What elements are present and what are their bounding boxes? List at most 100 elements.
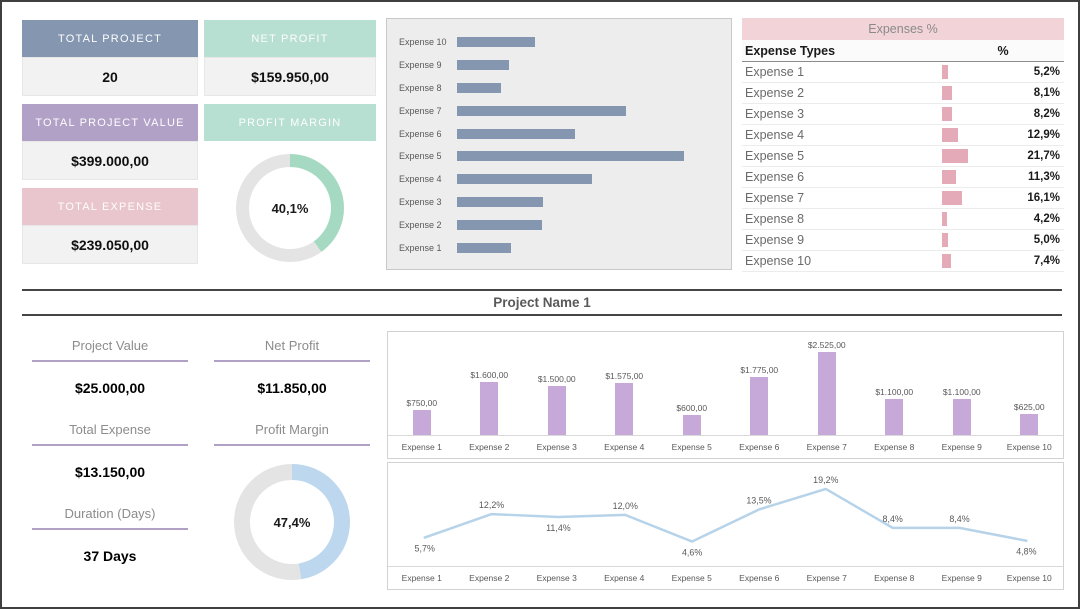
expense-pct-cell: 11,3%	[942, 167, 1064, 187]
hbar-track	[457, 242, 719, 253]
vbar-category-label: Expense 7	[806, 442, 847, 452]
line-category-label: Expense 6	[739, 573, 780, 583]
expense-pct-cell: 5,2%	[942, 62, 1064, 82]
line-value-label: 4,6%	[682, 547, 702, 557]
expense-percentage-line	[423, 487, 1028, 543]
hbar-bar	[457, 174, 593, 185]
vbar-category-label: Expense 2	[469, 442, 510, 452]
expense-name: Expense 8	[745, 212, 805, 226]
hbar-category-label: Expense 5	[399, 151, 442, 162]
total-expense-header: TOTAL EXPENSE	[22, 188, 198, 225]
net-profit-header: NET PROFIT	[204, 20, 376, 57]
line-category-label: Expense 4	[604, 573, 645, 583]
line-value-label: 11,4%	[546, 523, 571, 533]
hbar-category-label: Expense 1	[399, 242, 442, 253]
hbar-category-label: Expense 4	[399, 174, 442, 185]
vbar-value-label: $1.500,00	[537, 374, 576, 384]
hbar-row: Expense 1	[399, 239, 719, 257]
line-value-label: 12,2%	[479, 500, 504, 510]
hbar-row: Expense 3	[399, 193, 719, 211]
line-value-label: 12,0%	[613, 501, 638, 511]
expense-table-row: Expense 4 12,9%	[742, 125, 1064, 146]
line-category-label: Expense 3	[536, 573, 577, 583]
project-kpi-column-2: Net Profit $11.850,00 Profit Margin 47,4…	[214, 338, 370, 580]
vbar-slot: $1.100,00	[861, 332, 929, 435]
project-profit-margin-donut-value: 47,4%	[250, 480, 334, 564]
hbar-track	[457, 82, 719, 93]
expense-pct-cell: 12,9%	[942, 125, 1064, 145]
expense-databar	[942, 107, 952, 121]
vbar-bar	[952, 399, 971, 435]
hbar-category-label: Expense 9	[399, 59, 442, 70]
profit-margin-header: PROFIT MARGIN	[204, 104, 376, 141]
line-value-label: 13,5%	[746, 496, 771, 506]
expense-name: Expense 10	[745, 254, 812, 268]
vbar-bar	[412, 410, 431, 435]
expense-pct-value: 8,1%	[1033, 87, 1060, 99]
vbar-category-label: Expense 6	[739, 442, 780, 452]
hbar-bar	[457, 242, 512, 253]
vbar-slot: $625,00	[996, 332, 1064, 435]
vbar-value-label: $2.525,00	[807, 340, 846, 350]
vbar-value-label: $625,00	[1013, 402, 1045, 412]
expense-name: Expense 4	[745, 128, 805, 142]
total-project-value: 20	[22, 57, 198, 96]
vbar-bar	[885, 399, 904, 435]
project-expenses-line-chart: 5,7% 12,2% 11,4% 12,0% 4,6% 13,5% 19,2% 8,4% 8,4…	[387, 462, 1064, 590]
percent-column-header: %	[997, 43, 1009, 58]
hbar-bar	[457, 151, 685, 162]
project-net-profit-amount: $11.850,00	[257, 380, 327, 396]
expense-name: Expense 7	[745, 191, 805, 205]
expense-pct-value: 4,2%	[1033, 213, 1060, 225]
vbar-slot: $750,00	[388, 332, 456, 435]
expense-databar	[942, 170, 956, 184]
vbar-category-label: Expense 1	[401, 442, 442, 452]
expense-pct-value: 11,3%	[1028, 171, 1060, 183]
expense-table-row: Expense 6 11,3%	[742, 167, 1064, 188]
project-value-amount: $25.000,00	[74, 380, 146, 396]
expense-name: Expense 6	[745, 170, 805, 184]
hbar-category-label: Expense 7	[399, 105, 442, 116]
expense-databar	[942, 86, 952, 100]
hbar-bar	[457, 82, 502, 93]
hbar-track	[457, 105, 719, 116]
expenses-table-header-row: Expense Types %	[742, 40, 1064, 62]
project-profit-margin-label: Profit Margin	[214, 422, 370, 446]
expense-pct-cell: 8,2%	[942, 104, 1064, 124]
vbar-bar	[1020, 414, 1039, 435]
hbar-row: Expense 5	[399, 147, 719, 165]
expense-name: Expense 9	[745, 233, 805, 247]
project-profit-margin-donut-chart: 47,4%	[234, 464, 350, 580]
vbar-slot: $1.775,00	[726, 332, 794, 435]
hbar-category-label: Expense 6	[399, 128, 442, 139]
hbar-category-label: Expense 8	[399, 82, 442, 93]
expense-databar	[942, 212, 948, 226]
line-category-label: Expense 8	[874, 573, 915, 583]
expense-pct-value: 7,4%	[1033, 255, 1060, 267]
project-value-label: Project Value	[32, 338, 188, 362]
line-value-label: 8,4%	[883, 514, 903, 524]
vbar-bar	[817, 352, 836, 435]
expense-table-row: Expense 10 7,4%	[742, 251, 1064, 272]
hbar-bar	[457, 105, 626, 116]
vbar-slot: $600,00	[658, 332, 726, 435]
bar-chart-category-axis: Expense 1 Expense 2 Expense 3 Expense 4 Expe…	[388, 436, 1063, 458]
expense-databar	[942, 233, 949, 247]
hbar-track	[457, 220, 719, 230]
project-section-title: Project Name 1	[22, 289, 1062, 316]
expense-pct-value: 8,2%	[1033, 108, 1060, 120]
line-category-label: Expense 1	[401, 573, 442, 583]
vbar-category-label: Expense 10	[1006, 442, 1052, 452]
hbar-bar	[457, 37, 535, 47]
vbar-slot: $1.100,00	[928, 332, 996, 435]
expense-pct-value: 16,1%	[1027, 192, 1060, 204]
expense-pct-value: 5,0%	[1033, 234, 1060, 246]
hbar-row: Expense 6	[399, 125, 719, 143]
vbar-value-label: $1.600,00	[470, 370, 509, 380]
expense-types-column-header: Expense Types	[745, 43, 836, 58]
expense-name: Expense 1	[745, 65, 805, 79]
expenses-table-title: Expenses %	[742, 18, 1064, 40]
vbar-category-label: Expense 9	[941, 442, 982, 452]
line-value-label: 4,8%	[1016, 547, 1036, 557]
expense-databar	[942, 149, 969, 163]
